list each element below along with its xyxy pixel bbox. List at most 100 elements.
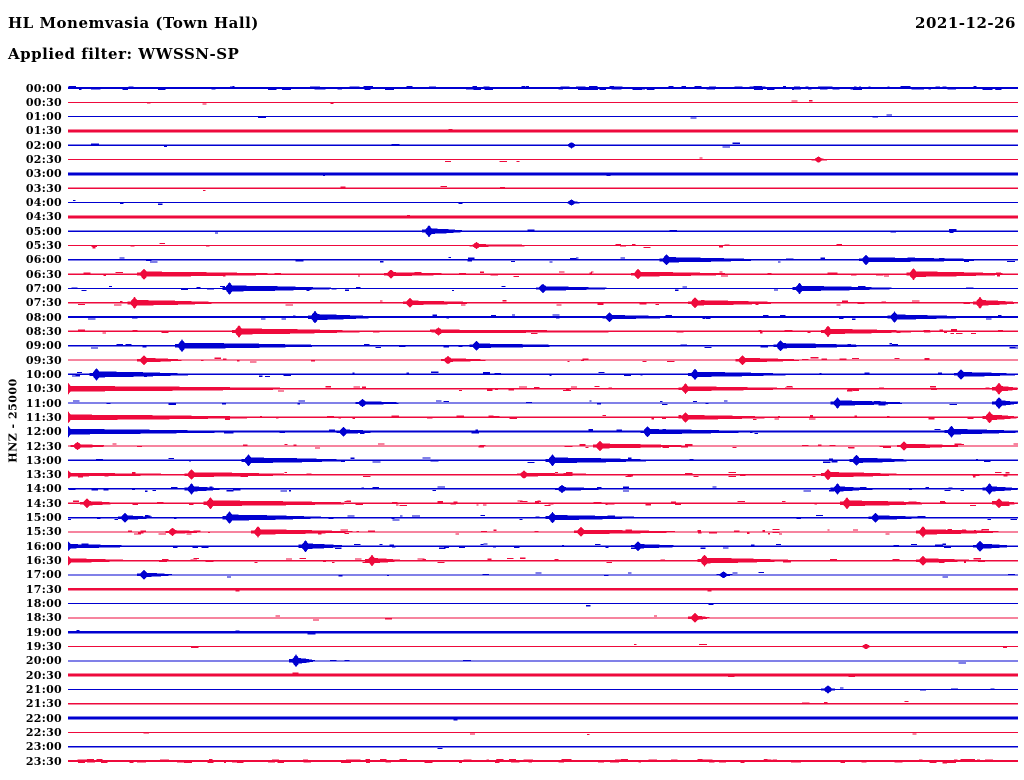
trace-row [68, 569, 1018, 580]
trace-row [68, 382, 1018, 395]
trace-row [68, 511, 1018, 524]
row-time-label: 11:00 [25, 396, 62, 410]
trace-row [68, 355, 1018, 366]
row-time-label: 19:30 [25, 639, 62, 653]
row-time-label: 14:30 [25, 496, 62, 510]
trace-row [68, 156, 1018, 163]
trace-row [68, 612, 1018, 623]
row-time-label: 06:00 [25, 253, 62, 267]
trace-row [68, 282, 1018, 295]
trace-row [68, 731, 1018, 735]
trace-row [68, 526, 1018, 538]
date-label: 2021-12-26 [915, 14, 1016, 32]
trace-row [68, 540, 1018, 553]
row-time-label: 08:00 [25, 310, 62, 324]
trace-row [68, 339, 1018, 353]
row-time-label: 00:30 [25, 95, 62, 109]
trace-row [68, 268, 1018, 281]
trace-row [68, 468, 1018, 481]
row-time-label: 18:00 [25, 597, 62, 611]
trace-row [68, 587, 1018, 592]
row-time-label: 13:30 [25, 468, 62, 482]
row-time-label: 16:00 [25, 539, 62, 553]
row-time-label: 01:00 [25, 110, 62, 124]
trace-row [68, 716, 1018, 721]
trace-row [68, 629, 1018, 635]
trace-row [68, 225, 1018, 238]
trace-row [68, 397, 1018, 410]
trace-row [68, 411, 1018, 424]
row-time-label: 17:30 [25, 582, 62, 596]
filter-label: Applied filter: WWSSN-SP [8, 45, 240, 63]
row-time-label: 15:00 [25, 511, 62, 525]
row-time-label: 11:30 [25, 410, 62, 424]
trace-row [68, 425, 1018, 438]
trace-row [68, 199, 1018, 206]
row-time-label: 10:30 [25, 382, 62, 396]
trace-row [68, 602, 1018, 607]
trace-row [68, 554, 1018, 567]
trace-row [68, 454, 1018, 467]
row-time-label: 17:00 [25, 568, 62, 582]
row-time-label: 03:30 [25, 181, 62, 195]
row-time-label: 14:00 [25, 482, 62, 496]
trace-row [68, 483, 1018, 495]
row-time-label: 21:00 [25, 682, 62, 696]
row-time-label: 07:00 [25, 281, 62, 295]
row-time-label: 22:00 [25, 711, 62, 725]
row-time-label: 07:30 [25, 296, 62, 310]
trace-row [68, 129, 1018, 133]
row-time-label: 08:30 [25, 324, 62, 338]
row-time-label: 20:30 [25, 668, 62, 682]
trace-row [68, 254, 1018, 266]
row-time-label: 13:00 [25, 453, 62, 467]
trace-row [68, 114, 1018, 119]
row-time-label: 05:30 [25, 239, 62, 253]
row-time-label: 19:00 [25, 625, 62, 639]
trace-row [68, 685, 1018, 694]
row-time-label: 10:00 [25, 367, 62, 381]
trace-row [68, 654, 1018, 668]
row-time-label: 04:00 [25, 196, 62, 210]
row-time-label: 16:30 [25, 554, 62, 568]
row-time-label: 06:30 [25, 267, 62, 281]
trace-row [68, 672, 1018, 678]
row-time-label: 03:00 [25, 167, 62, 181]
station-title: HL Monemvasia (Town Hall) [8, 14, 259, 32]
row-time-label: 05:00 [25, 224, 62, 238]
row-time-label: 09:00 [25, 339, 62, 353]
trace-row [68, 172, 1018, 177]
trace-row [68, 643, 1018, 650]
row-time-label: 23:30 [25, 754, 62, 768]
row-time-label: 18:30 [25, 611, 62, 625]
row-time-label: 02:30 [25, 153, 62, 167]
trace-row [68, 296, 1018, 309]
trace-row [68, 310, 1018, 324]
trace-row [68, 701, 1018, 705]
trace-row [68, 325, 1018, 338]
row-time-label: 01:30 [25, 124, 62, 138]
row-time-label: 09:30 [25, 353, 62, 367]
row-time-label: 20:00 [25, 654, 62, 668]
trace-row [68, 215, 1018, 219]
trace-row [68, 100, 1018, 105]
trace-row [68, 242, 1018, 250]
row-time-label: 23:00 [25, 740, 62, 754]
trace-row [68, 142, 1018, 149]
trace-row [68, 746, 1018, 750]
trace-row [68, 758, 1018, 764]
trace-row [68, 85, 1018, 91]
trace-row [68, 368, 1018, 381]
row-time-label: 22:30 [25, 725, 62, 739]
row-time-label: 00:00 [25, 81, 62, 95]
trace-row [68, 497, 1018, 510]
row-time-label: 15:30 [25, 525, 62, 539]
row-time-label: 02:00 [25, 138, 62, 152]
trace-row [68, 185, 1018, 191]
row-time-label: 12:30 [25, 439, 62, 453]
trace-row [68, 440, 1018, 452]
row-time-label: 21:30 [25, 697, 62, 711]
row-time-label: 04:30 [25, 210, 62, 224]
